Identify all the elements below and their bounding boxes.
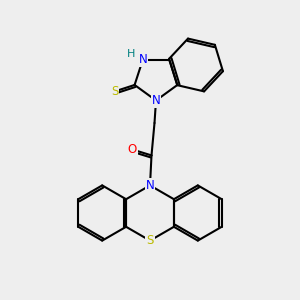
Text: N: N — [138, 53, 147, 66]
Text: H: H — [127, 50, 136, 59]
Text: S: S — [146, 234, 154, 247]
Text: N: N — [152, 94, 160, 107]
Text: S: S — [111, 85, 118, 98]
Text: N: N — [146, 179, 154, 192]
Text: O: O — [128, 143, 136, 156]
